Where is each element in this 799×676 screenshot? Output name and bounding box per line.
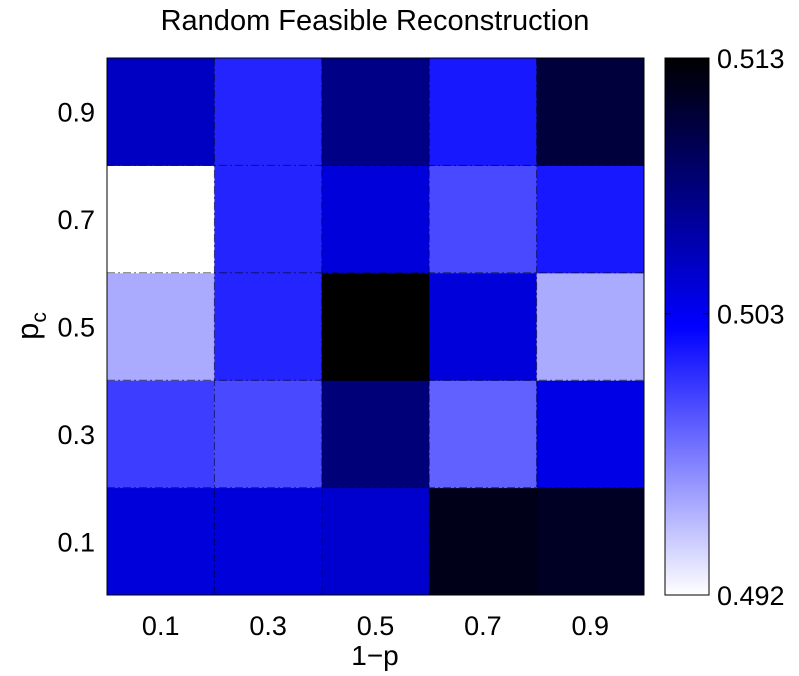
heatmap-cells — [107, 58, 645, 596]
heatmap-cell — [429, 165, 538, 274]
x-tick-label: 0.7 — [464, 611, 502, 641]
plot-frame — [106, 57, 645, 596]
heatmap-gridlines — [107, 58, 644, 595]
y-tick-label: 0.5 — [57, 313, 95, 343]
heatmap-cell — [107, 165, 215, 274]
heatmap-cell — [429, 380, 538, 489]
colorbar-tick-label: 0.503 — [717, 300, 785, 330]
heatmap-cell — [429, 272, 538, 381]
heatmap-cell — [214, 380, 323, 489]
heatmap-cell — [536, 487, 645, 596]
x-tick-label: 0.5 — [357, 611, 395, 641]
heatmap-cell — [107, 380, 215, 489]
colorbar-tick-label: 0.492 — [717, 581, 785, 611]
colorbar-ticks: 0.513 0.503 0.492 — [665, 44, 785, 611]
x-tick-label: 0.1 — [142, 611, 180, 641]
heatmap-cell — [536, 165, 645, 274]
heatmap-cell — [321, 487, 430, 596]
heatmap-cell — [321, 272, 430, 381]
y-tick-label: 0.9 — [57, 98, 95, 128]
x-tick-label: 0.9 — [572, 611, 610, 641]
y-axis-label-base: p — [10, 323, 45, 340]
y-tick-label: 0.7 — [57, 205, 95, 235]
heatmap-cell — [214, 272, 323, 381]
heatmap-cell — [321, 165, 430, 274]
x-tick-label: 0.3 — [249, 611, 287, 641]
y-axis-label-subscript: c — [28, 312, 51, 323]
heatmap-cell — [321, 58, 430, 166]
y-tick-label: 0.3 — [57, 420, 95, 450]
heatmap-cell — [536, 272, 645, 381]
y-axis-label: pc — [10, 312, 51, 340]
chart-title: Random Feasible Reconstruction — [161, 5, 590, 37]
heatmap-cell — [214, 487, 323, 596]
heatmap-cell — [214, 165, 323, 274]
heatmap-cell — [536, 380, 645, 489]
heatmap-cell — [107, 487, 215, 596]
heatmap-cell — [214, 58, 323, 166]
heatmap-cell — [429, 487, 538, 596]
heatmap-cell — [321, 380, 430, 489]
heatmap-cell — [429, 58, 538, 166]
heatmap-cell — [536, 58, 645, 166]
heatmap-cell — [107, 58, 215, 166]
y-tick-label: 0.1 — [57, 527, 95, 557]
x-axis-label: 1−p — [351, 640, 399, 671]
colorbar — [664, 57, 710, 596]
heatmap-cell — [107, 272, 215, 381]
x-tick-labels: 0.1 0.3 0.5 0.7 0.9 — [142, 611, 609, 641]
colorbar-tick-label: 0.513 — [717, 44, 785, 74]
y-tick-labels: 0.1 0.3 0.5 0.7 0.9 — [57, 98, 95, 558]
